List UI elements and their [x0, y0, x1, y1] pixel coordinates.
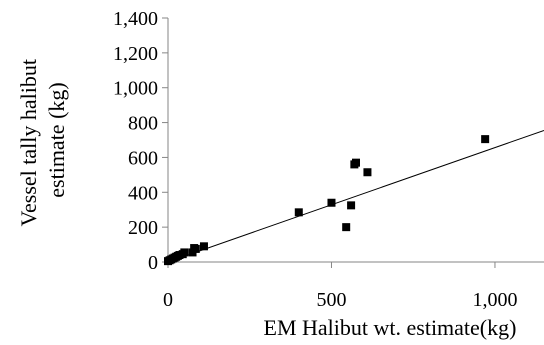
x-axis-title: EM Halibut wt. estimate(kg) [264, 315, 517, 340]
data-point [342, 223, 351, 232]
trendline [167, 129, 544, 263]
data-point [352, 158, 360, 167]
y-tick-label: 400 [128, 182, 158, 204]
data-point [180, 248, 189, 257]
data-point [481, 135, 490, 144]
y-axis-title: Vessel tally halibut estimate (kg) [16, 54, 69, 227]
y-tick-label: 1,400 [113, 8, 158, 30]
trendline-layer [167, 129, 544, 263]
data-points [164, 135, 490, 266]
x-tick-label: 0 [163, 289, 173, 311]
data-point [327, 198, 336, 207]
data-point [191, 244, 200, 253]
data-point [347, 201, 356, 210]
y-tick-label: 1,200 [113, 43, 158, 65]
y-tick-label: 800 [128, 113, 158, 135]
y-axis-title-line-2: estimate (kg) [44, 82, 69, 197]
x-tick-label: 500 [316, 289, 346, 311]
data-point [294, 208, 303, 217]
data-point [363, 168, 372, 177]
y-tick-label: 1,000 [113, 78, 158, 100]
y-tick-label: 0 [148, 252, 158, 274]
axes [162, 17, 544, 268]
y-axis-title-line-1: Vessel tally halibut [16, 59, 41, 226]
tick-labels: 0 200 400 600 800 1,000 1,200 1,400 0 500 1,000 [113, 8, 517, 311]
x-tick-label: 1,000 [472, 289, 517, 311]
data-point [199, 242, 208, 251]
y-tick-label: 600 [128, 147, 158, 169]
y-tick-label: 200 [128, 217, 158, 239]
